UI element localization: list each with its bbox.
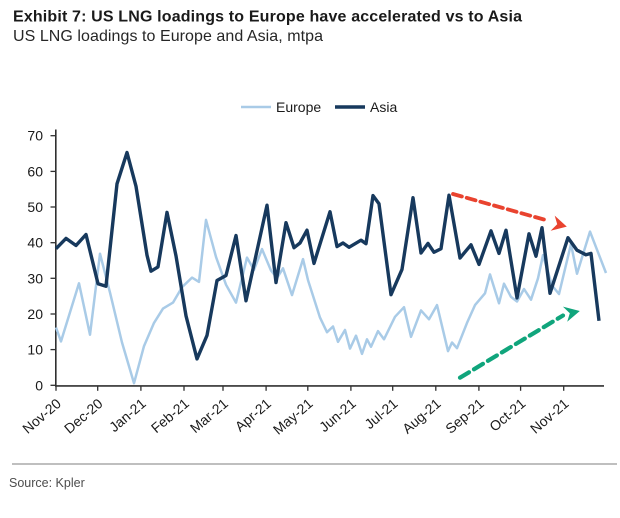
svg-text:60: 60 — [27, 163, 43, 179]
svg-text:US LNG loadings to Europe and: US LNG loadings to Europe and Asia, mtpa — [13, 28, 323, 45]
svg-text:40: 40 — [27, 235, 43, 251]
svg-text:Source: Kpler: Source: Kpler — [9, 476, 85, 490]
svg-text:Asia: Asia — [370, 99, 397, 115]
svg-text:50: 50 — [27, 199, 43, 215]
svg-text:0: 0 — [35, 377, 43, 393]
svg-text:10: 10 — [27, 342, 43, 358]
svg-text:70: 70 — [27, 128, 43, 144]
svg-text:Exhibit 7: US LNG loadings to: Exhibit 7: US LNG loadings to Europe hav… — [13, 9, 522, 26]
svg-text:Europe: Europe — [276, 99, 321, 115]
svg-text:20: 20 — [27, 306, 43, 322]
svg-text:30: 30 — [27, 270, 43, 286]
